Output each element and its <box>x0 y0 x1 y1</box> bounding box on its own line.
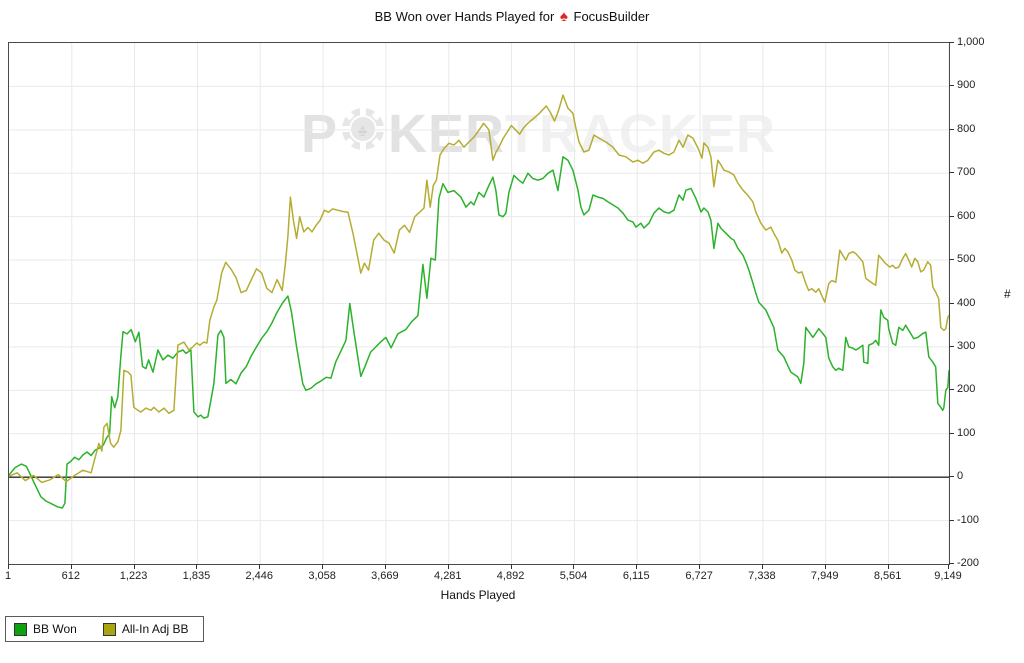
x-tick-mark <box>70 564 72 569</box>
y-tick-mark <box>949 128 954 130</box>
x-tick-mark <box>322 564 324 569</box>
y-tick-label: 0 <box>957 470 964 483</box>
legend-swatch <box>102 622 116 636</box>
all-in-adj-bb-line <box>9 94 949 484</box>
chart-canvas[interactable] <box>9 43 949 564</box>
x-tick-label: 6,115 <box>622 570 650 582</box>
y-tick-label: 600 <box>957 209 976 222</box>
y-tick-mark <box>949 389 954 391</box>
x-tick-mark <box>948 564 949 569</box>
chart-title-prefix: BB Won over Hands Played for <box>374 9 555 24</box>
chart-title-player: FocusBuilder <box>573 9 650 24</box>
x-tick-mark <box>761 564 763 569</box>
plot-area[interactable]: P ♠ KER TRACKER <box>8 42 950 565</box>
x-tick-mark <box>196 564 198 569</box>
legend-box: BB Won All-In Adj BB <box>5 616 204 642</box>
y-tick-mark <box>949 85 954 87</box>
y-axis-title: # <box>1004 287 1011 301</box>
x-tick-mark <box>8 564 9 569</box>
x-tick-mark <box>447 564 449 569</box>
y-tick-mark <box>949 432 954 434</box>
y-tick-mark <box>949 42 954 43</box>
x-tick-mark <box>573 564 575 569</box>
y-tick-label: -100 <box>957 513 980 526</box>
x-tick-mark <box>887 564 889 569</box>
chart-title: BB Won over Hands Played for ♠ FocusBuil… <box>0 8 1024 25</box>
y-tick-label: 500 <box>957 253 976 266</box>
bb-won-line <box>9 156 949 509</box>
y-tick-label: 800 <box>957 122 976 135</box>
x-tick-label: 1,223 <box>119 570 148 582</box>
y-tick-mark <box>949 172 954 174</box>
x-tick-mark <box>510 564 512 569</box>
y-tick-label: 900 <box>957 79 976 92</box>
y-tick-label: -200 <box>957 557 980 569</box>
x-tick-label: 6,727 <box>685 570 713 582</box>
x-tick-label: 3,669 <box>371 570 399 582</box>
y-tick-label: 1,000 <box>957 36 985 48</box>
y-tick-mark <box>949 345 954 347</box>
y-tick-mark <box>949 563 954 564</box>
x-tick-label: 2,446 <box>245 570 273 582</box>
x-tick-mark <box>636 564 638 569</box>
watermark-ker: KER <box>388 104 506 164</box>
y-tick-mark <box>949 302 954 304</box>
x-tick-label: 9,149 <box>934 570 962 582</box>
red-spade-icon: ♠ <box>559 8 568 25</box>
x-tick-label: 4,892 <box>496 570 525 582</box>
y-tick-label: 100 <box>957 426 976 439</box>
legend-item-bb-won[interactable]: BB Won <box>14 622 77 636</box>
y-tick-label: 700 <box>957 166 976 179</box>
x-tick-label: 612 <box>61 570 80 582</box>
x-tick-mark <box>259 564 261 569</box>
y-tick-mark <box>949 259 954 261</box>
legend-label: All-In Adj BB <box>121 622 189 636</box>
x-tick-label: 7,949 <box>810 570 839 582</box>
x-tick-label: 8,561 <box>873 570 902 582</box>
x-tick-label: 7,338 <box>748 570 776 582</box>
x-tick-mark <box>824 564 826 569</box>
x-tick-mark <box>699 564 701 569</box>
y-tick-label: 200 <box>957 383 976 396</box>
legend-label: BB Won <box>33 622 77 636</box>
watermark-p: P <box>301 104 339 164</box>
y-tick-label: 300 <box>957 339 976 352</box>
x-tick-label: 1,835 <box>182 570 211 582</box>
x-tick-label: 3,058 <box>308 570 336 582</box>
y-tick-mark <box>949 519 954 521</box>
y-tick-mark <box>949 476 954 478</box>
x-tick-label: 1 <box>4 570 12 582</box>
x-tick-label: 4,281 <box>434 570 462 582</box>
legend-swatch <box>14 622 27 636</box>
poker-chip-icon: ♠ <box>340 103 386 165</box>
legend-item-all-in-adj-bb[interactable]: All-In Adj BB <box>102 622 189 636</box>
x-tick-mark <box>133 564 135 569</box>
x-tick-mark <box>384 564 386 569</box>
pokertracker-watermark: P ♠ KER TRACKER <box>301 103 776 165</box>
y-tick-mark <box>949 215 954 217</box>
x-tick-label: 5,504 <box>559 570 588 582</box>
x-axis-title: Hands Played <box>440 588 516 602</box>
y-tick-label: 400 <box>957 296 976 309</box>
watermark-tracker: TRACKER <box>505 104 777 164</box>
